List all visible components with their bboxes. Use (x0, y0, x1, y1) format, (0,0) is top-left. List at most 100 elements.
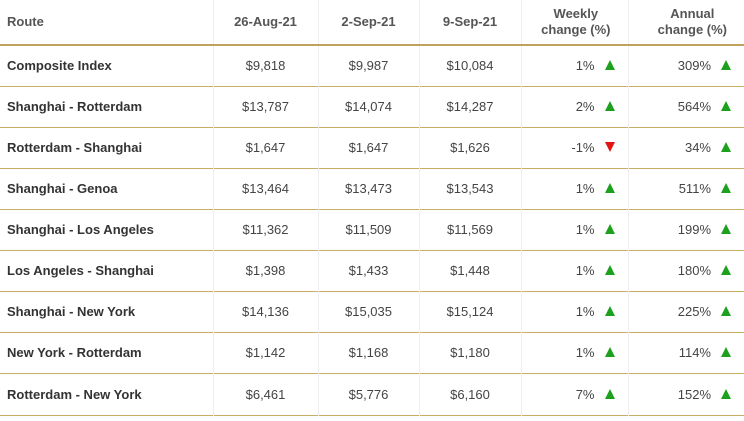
route-name: Rotterdam - New York (7, 386, 142, 402)
annual-change: 114% (627, 332, 744, 373)
annual-change-value: 199% (677, 222, 711, 237)
annual-change-value: 152% (677, 386, 711, 402)
rate-26-aug: $13,464 (212, 168, 318, 209)
table-row: New York - Rotterdam $1,142 $1,168 $1,180 1%… (0, 332, 744, 373)
table-body: Composite Index $9,818 $9,987 $10,084 1% 309%… (0, 45, 744, 415)
weekly-change: 7% (520, 373, 628, 415)
rate-9-sep: $15,124 (418, 291, 521, 332)
triangle-up-icon (604, 388, 615, 399)
triangle-down-icon (604, 142, 615, 152)
header-annual-line2: change (%) (657, 22, 727, 37)
rate-26-aug: $1,647 (212, 127, 318, 168)
rate-26-aug: $14,136 (212, 291, 318, 332)
weekly-change-value: -1% (571, 140, 595, 155)
triangle-up-icon (721, 388, 731, 399)
weekly-change: -1% (520, 127, 628, 168)
weekly-change-value: 1% (575, 345, 595, 360)
rate-9-sep: $1,180 (418, 332, 521, 373)
triangle-up-icon (721, 224, 731, 234)
header-date-1: 26-Aug-21 (212, 0, 318, 46)
rate-26-aug: $1,142 (212, 332, 318, 373)
header-route: Route (0, 0, 213, 46)
rate-2-sep: $11,509 (317, 209, 419, 250)
annual-change: 199% (627, 209, 744, 250)
weekly-change: 1% (520, 250, 628, 291)
triangle-up-icon (721, 142, 731, 152)
annual-change: 225% (627, 291, 744, 332)
weekly-change-value: 1% (575, 222, 595, 237)
rate-2-sep: $1,433 (317, 250, 419, 291)
rate-2-sep: $9,987 (317, 45, 419, 86)
triangle-up-icon (721, 265, 731, 275)
header-annual-change: Annual change (%) (627, 0, 744, 46)
rate-9-sep: $10,084 (418, 45, 521, 86)
triangle-up-icon (604, 224, 615, 234)
annual-change-value: 225% (677, 304, 711, 319)
rate-9-sep: $13,543 (418, 168, 521, 209)
weekly-change-value: 1% (575, 181, 595, 196)
route-name: New York - Rotterdam (7, 345, 142, 360)
annual-change: 180% (627, 250, 744, 291)
annual-change-value: 511% (678, 181, 711, 196)
weekly-change-value: 7% (575, 386, 595, 402)
triangle-up-icon (721, 60, 731, 71)
annual-change-value: 180% (677, 263, 711, 278)
table-row: Rotterdam - Shanghai $1,647 $1,647 $1,626 -1… (0, 127, 744, 168)
rate-2-sep: $1,168 (317, 332, 419, 373)
table-row: Rotterdam - New York $6,461 $5,776 $6,160 7%… (0, 373, 744, 415)
triangle-up-icon (604, 265, 615, 275)
route-name: Shanghai - Rotterdam (7, 99, 143, 114)
table-row: Shanghai - Rotterdam $13,787 $14,074 $14,28… (0, 86, 744, 127)
rate-9-sep: $6,160 (418, 373, 521, 415)
triangle-up-icon (721, 183, 731, 193)
route-name: Composite Index (7, 58, 112, 74)
weekly-change: 1% (520, 332, 628, 373)
triangle-up-icon (604, 306, 615, 316)
weekly-change: 1% (520, 291, 628, 332)
rate-2-sep: $5,776 (317, 373, 419, 415)
triangle-up-icon (721, 101, 731, 111)
rate-26-aug: $11,362 (212, 209, 318, 250)
rate-26-aug: $9,818 (212, 45, 318, 86)
rate-2-sep: $13,473 (317, 168, 419, 209)
table-row: Los Angeles - Shanghai $1,398 $1,433 $1,448… (0, 250, 744, 291)
annual-change: 309% (627, 45, 744, 86)
rate-9-sep: $11,569 (418, 209, 521, 250)
route-name: Rotterdam - Shanghai (7, 140, 143, 155)
annual-change-value: 114% (678, 345, 711, 360)
weekly-change: 1% (520, 45, 628, 86)
rate-2-sep: $15,035 (317, 291, 419, 332)
weekly-change-value: 1% (575, 304, 595, 319)
triangle-up-icon (721, 306, 731, 316)
table-row: Shanghai - Genoa $13,464 $13,473 $13,543 1% 5… (0, 168, 744, 209)
annual-change-value: 309% (677, 58, 711, 74)
annual-change: 511% (627, 168, 744, 209)
triangle-up-icon (604, 101, 615, 111)
rate-26-aug: $6,461 (212, 373, 318, 415)
header-date-2: 2-Sep-21 (317, 0, 419, 46)
rate-9-sep: $1,626 (418, 127, 521, 168)
table-row: Shanghai - Los Angeles $11,362 $11,509 $11,… (0, 209, 744, 250)
route-name: Los Angeles - Shanghai (7, 263, 154, 278)
weekly-change: 1% (520, 168, 628, 209)
annual-change: 564% (627, 86, 744, 127)
header-weekly-line2: change (%) (541, 22, 611, 37)
rate-9-sep: $14,287 (418, 86, 521, 127)
annual-change: 152% (627, 373, 744, 415)
header-weekly-change: Weekly change (%) (520, 0, 628, 46)
rate-2-sep: $1,647 (317, 127, 419, 168)
rate-2-sep: $14,074 (317, 86, 419, 127)
triangle-up-icon (604, 60, 615, 71)
triangle-up-icon (604, 183, 615, 193)
header-weekly-line1: Weekly (553, 6, 599, 21)
weekly-change-value: 1% (575, 263, 595, 278)
weekly-change: 2% (520, 86, 628, 127)
triangle-up-icon (604, 347, 615, 357)
table-row: Shanghai - New York $14,136 $15,035 $15,124… (0, 291, 744, 332)
table-row: Composite Index $9,818 $9,987 $10,084 1% 309% (0, 45, 744, 86)
weekly-change: 1% (520, 209, 628, 250)
weekly-change-value: 2% (575, 99, 595, 114)
header-date-3: 9-Sep-21 (418, 0, 521, 46)
rate-26-aug: $13,787 (212, 86, 318, 127)
